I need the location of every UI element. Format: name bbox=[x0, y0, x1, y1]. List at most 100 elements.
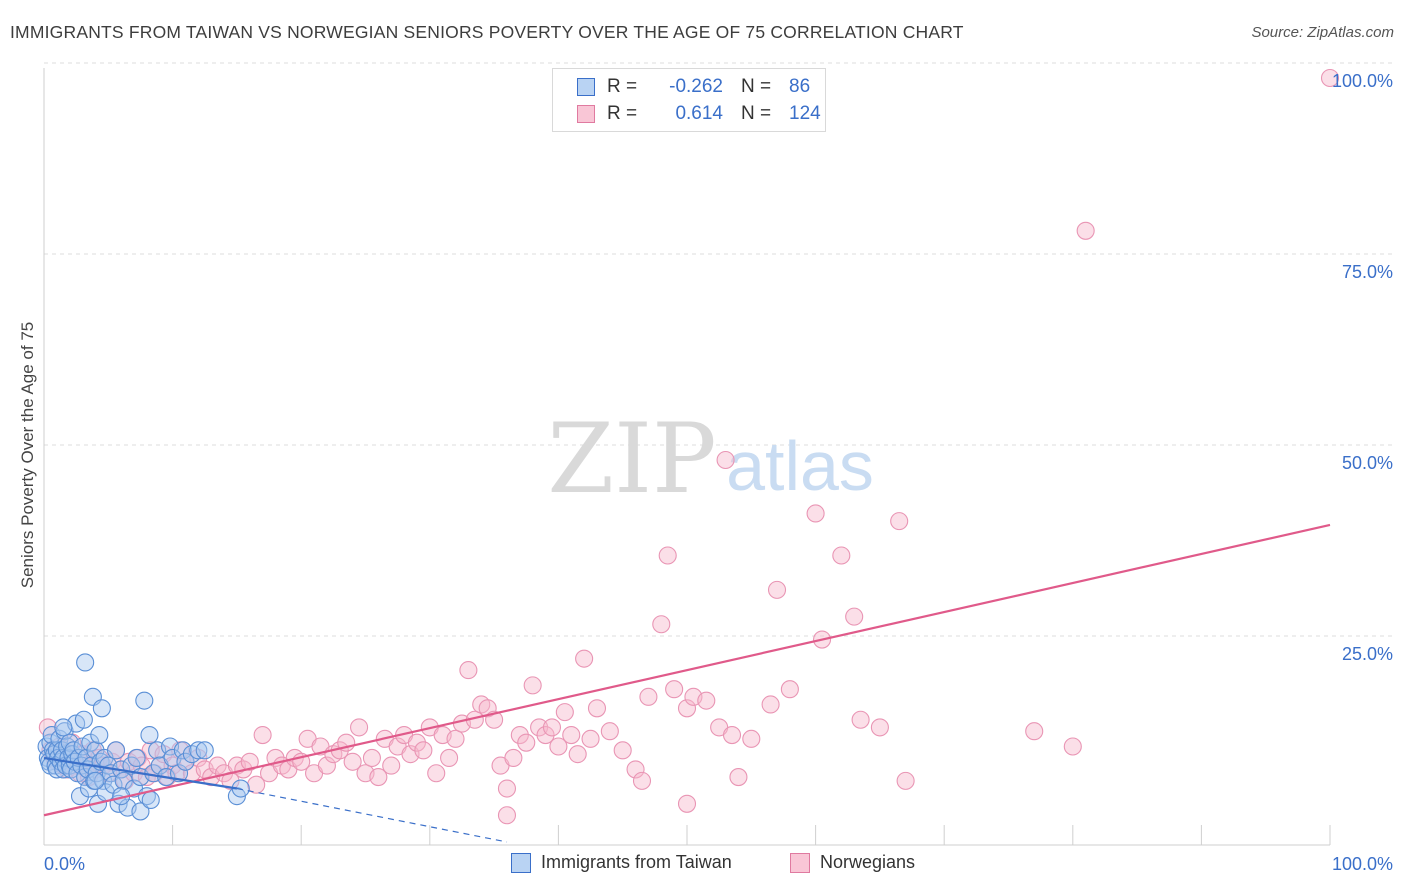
legend-item-norwegians[interactable]: Norwegians bbox=[790, 852, 915, 873]
norwegians-point bbox=[317, 756, 336, 775]
norwegians-point bbox=[536, 725, 555, 745]
norwegians-point bbox=[253, 725, 272, 745]
norwegians-point bbox=[382, 756, 401, 775]
norwegians-point bbox=[1076, 221, 1095, 240]
taiwan-point bbox=[90, 725, 109, 745]
norwegians-point bbox=[1063, 737, 1082, 756]
legend-item-taiwan[interactable]: Immigrants from Taiwan bbox=[511, 852, 732, 873]
norwegians-point bbox=[530, 718, 549, 737]
taiwan-point bbox=[54, 718, 73, 737]
norwegians-point bbox=[343, 752, 362, 771]
norwegians-point bbox=[523, 676, 542, 695]
norwegians-point bbox=[600, 722, 619, 741]
taiwan-point bbox=[86, 771, 105, 790]
axes bbox=[43, 68, 1331, 846]
norwegians-point bbox=[542, 718, 562, 737]
norwegians-point bbox=[581, 729, 600, 748]
norwegians-point bbox=[369, 768, 388, 787]
y-tick-label: 50.0% bbox=[1342, 453, 1393, 473]
legend-r-label: R = bbox=[607, 76, 638, 97]
norwegians-point bbox=[658, 546, 677, 565]
legend-n-value: 86 bbox=[789, 76, 811, 97]
tick-labels: 25.0% 50.0% 75.0% 100.0% 0.0% 100.0% bbox=[44, 71, 1393, 874]
gridlines bbox=[44, 62, 1392, 637]
norwegians-point bbox=[587, 699, 607, 718]
norwegians-point bbox=[697, 691, 716, 710]
norwegians-point bbox=[504, 748, 523, 768]
legend-r-value: -0.262 bbox=[669, 76, 723, 97]
taiwan-point bbox=[140, 725, 159, 745]
norwegians-point bbox=[729, 768, 748, 787]
norwegians-point bbox=[1025, 722, 1044, 741]
y-tick-label: 100.0% bbox=[1332, 71, 1393, 91]
norwegians-point bbox=[407, 733, 426, 752]
watermark-zip: ZIP bbox=[547, 403, 716, 515]
legend-swatch-norwegians bbox=[577, 105, 595, 123]
norwegians-point bbox=[767, 580, 787, 599]
norwegians-point bbox=[716, 450, 735, 470]
norwegians-point bbox=[575, 649, 594, 668]
series-legend: Immigrants from Taiwan Norwegians bbox=[0, 852, 1406, 878]
norwegians-point bbox=[568, 745, 587, 764]
taiwan-point bbox=[76, 653, 95, 672]
norwegians-point bbox=[414, 741, 433, 760]
norwegians-point bbox=[851, 710, 870, 729]
norwegians-point bbox=[870, 718, 889, 737]
x-tick-label: 100.0% bbox=[1332, 854, 1393, 874]
legend-r-value: 0.614 bbox=[675, 103, 723, 124]
legend-n-label: N = bbox=[741, 103, 772, 124]
taiwan-point bbox=[114, 771, 133, 790]
watermark: ZIP atlas bbox=[547, 403, 874, 515]
norwegians-point bbox=[459, 661, 478, 680]
norwegians-point bbox=[247, 775, 266, 794]
norwegians-point bbox=[562, 725, 581, 745]
legend-swatch-norwegians bbox=[790, 852, 810, 873]
norwegians-point bbox=[845, 607, 864, 626]
norwegians-point bbox=[350, 718, 369, 737]
norwegians-point bbox=[632, 771, 652, 790]
legend-label-norwegians: Norwegians bbox=[820, 852, 916, 872]
norwegians-point bbox=[677, 794, 697, 813]
x-tick-label: 0.0% bbox=[44, 854, 85, 874]
norwegians-point bbox=[427, 764, 446, 783]
norwegians-point bbox=[652, 615, 671, 634]
trend-lines bbox=[43, 523, 1331, 843]
norwegians-point bbox=[555, 703, 574, 722]
norwegians-point bbox=[549, 737, 568, 756]
norwegians-point bbox=[240, 752, 259, 771]
taiwan-point bbox=[135, 691, 154, 710]
taiwan-point bbox=[169, 764, 189, 783]
legend-row-taiwan: R = -0.262 N = 86 bbox=[577, 75, 810, 99]
taiwan-point bbox=[141, 790, 160, 810]
norwegians-point bbox=[665, 680, 684, 699]
norwegians-point bbox=[517, 733, 536, 752]
chart-title: IMMIGRANTS FROM TAIWAN VS NORWEGIAN SENI… bbox=[10, 22, 964, 42]
taiwan-trend-line bbox=[43, 756, 238, 790]
legend-row-norwegians: R = 0.614 N = 124 bbox=[577, 102, 821, 126]
taiwan-point bbox=[195, 741, 214, 760]
legend-swatch-taiwan bbox=[577, 78, 595, 96]
norwegians-point bbox=[742, 729, 761, 748]
norwegians-point bbox=[497, 779, 517, 798]
taiwan-point bbox=[92, 699, 111, 718]
norwegians-point bbox=[497, 806, 517, 825]
watermark-atlas: atlas bbox=[726, 427, 874, 505]
norwegians-point bbox=[440, 748, 459, 768]
legend-n-label: N = bbox=[741, 76, 772, 97]
taiwan-point bbox=[176, 752, 195, 771]
taiwan-point bbox=[173, 741, 192, 760]
taiwan-point bbox=[74, 710, 93, 729]
stats-legend: R = -0.262 N = 86 R = 0.614 N = 124 bbox=[552, 68, 826, 132]
norwegians-point bbox=[722, 725, 742, 745]
taiwan-points bbox=[37, 653, 250, 821]
norwegians-point bbox=[780, 680, 799, 699]
norwegians-point bbox=[613, 741, 632, 760]
legend-r-label: R = bbox=[607, 103, 638, 124]
y-tick-label: 25.0% bbox=[1342, 644, 1393, 664]
norwegians-point bbox=[478, 699, 497, 718]
norwegians-point bbox=[208, 756, 227, 775]
y-tick-label: 75.0% bbox=[1342, 262, 1393, 282]
norwegians-point bbox=[806, 504, 825, 523]
legend-label-taiwan: Immigrants from Taiwan bbox=[541, 852, 732, 872]
